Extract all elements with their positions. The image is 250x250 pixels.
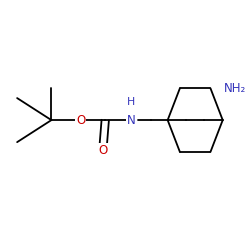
Text: N: N bbox=[126, 114, 135, 126]
Text: NH₂: NH₂ bbox=[224, 82, 246, 95]
Text: H: H bbox=[127, 98, 135, 108]
Text: O: O bbox=[76, 114, 86, 126]
Text: O: O bbox=[98, 144, 108, 157]
